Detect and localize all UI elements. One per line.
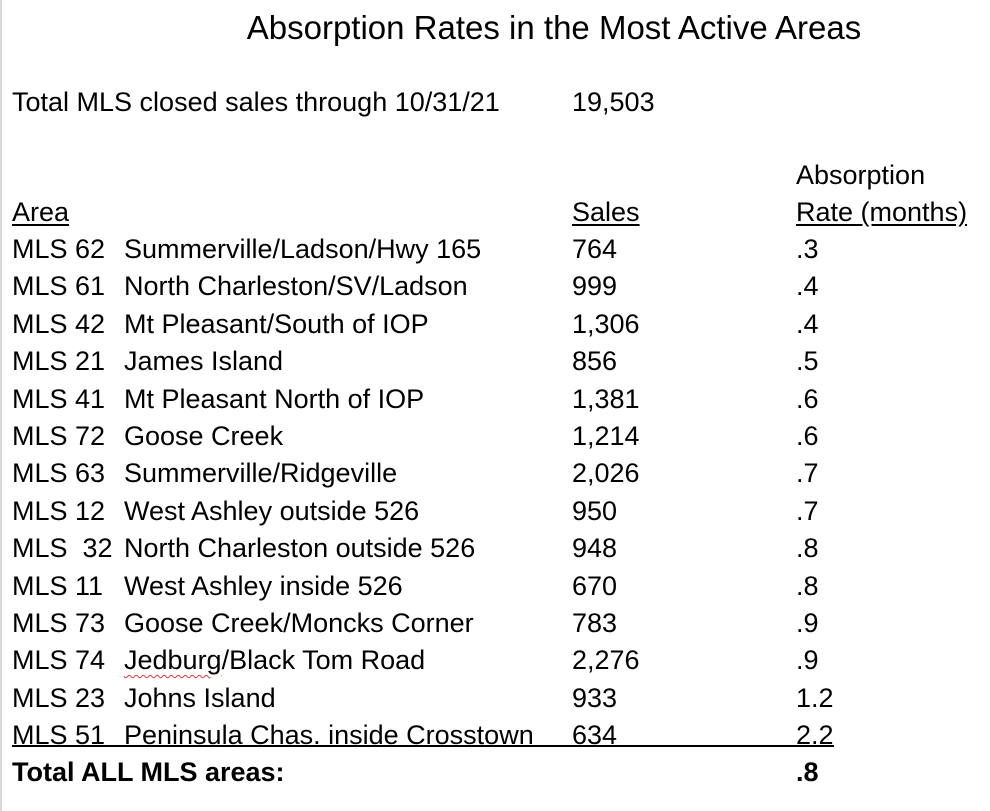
- row-code: MLS 23: [12, 683, 106, 713]
- row-code: MLS 42: [12, 309, 106, 339]
- row-absorption-rate: .6: [796, 384, 819, 414]
- page-title: Absorption Rates in the Most Active Area…: [246, 9, 862, 46]
- row-area-name: Summerville/Ladson/Hwy 165: [124, 234, 482, 264]
- row-code: MLS 61: [12, 271, 106, 301]
- row-area-name: Johns Island: [124, 683, 276, 713]
- total-sales-label: Total MLS closed sales through 10/31/21: [12, 87, 500, 117]
- row-absorption-rate: .9: [796, 608, 819, 638]
- row-sales: 2,276: [572, 645, 640, 675]
- row-sales: 948: [572, 533, 618, 563]
- row-code: MLS 74: [12, 645, 106, 675]
- row-absorption-rate: .4: [796, 271, 819, 301]
- row-absorption-rate: .7: [796, 458, 819, 488]
- footer-total-label: Total ALL MLS areas:: [12, 757, 285, 787]
- row-absorption-rate: .4: [796, 309, 819, 339]
- row-code: MLS 32: [12, 533, 113, 563]
- row-sales: 783: [572, 608, 618, 638]
- row-sales: 2,026: [572, 458, 640, 488]
- table-total-rule: [12, 745, 834, 747]
- row-code: MLS 11: [12, 571, 104, 601]
- row-area-name: James Island: [124, 346, 284, 376]
- row-code: MLS 63: [12, 458, 106, 488]
- page-left-border: [0, 0, 2, 811]
- row-absorption-rate: 1.2: [796, 683, 834, 713]
- row-area-name: Mt Pleasant North of IOP: [124, 384, 425, 414]
- row-sales: 1,381: [572, 384, 640, 414]
- row-code: MLS 21: [12, 346, 106, 376]
- row-area-name: Jedburg/Black Tom Road: [124, 645, 426, 675]
- row-code: MLS 41: [12, 384, 106, 414]
- row-absorption-rate: .3: [796, 234, 819, 264]
- row-sales: 950: [572, 496, 618, 526]
- row-area-name: West Ashley outside 526: [124, 496, 420, 526]
- spellcheck-flagged-word: Jedburg: [124, 645, 222, 675]
- header-sales: Sales: [572, 197, 640, 227]
- row-code: MLS 73: [12, 608, 106, 638]
- row-absorption-rate: .8: [796, 571, 819, 601]
- row-absorption-rate: .9: [796, 645, 819, 675]
- total-sales-value: 19,503: [572, 87, 655, 117]
- header-rate-months: Rate (months): [796, 197, 968, 227]
- row-area-name: West Ashley inside 526: [124, 571, 403, 601]
- row-sales: 670: [572, 571, 618, 601]
- row-code: MLS 72: [12, 421, 106, 451]
- row-area-name: Goose Creek/Moncks Corner: [124, 608, 474, 638]
- row-area-name: Summerville/Ridgeville: [124, 458, 398, 488]
- row-area-name: Goose Creek: [124, 421, 284, 451]
- row-sales: 1,214: [572, 421, 640, 451]
- footer-total-rate: .8: [796, 757, 819, 787]
- row-area-name: Mt Pleasant/South of IOP: [124, 309, 429, 339]
- row-code: MLS 12: [12, 496, 106, 526]
- row-code: MLS 62: [12, 234, 106, 264]
- row-area-name: North Charleston outside 526: [124, 533, 476, 563]
- row-sales: 1,306: [572, 309, 640, 339]
- row-sales: 933: [572, 683, 618, 713]
- header-area: Area: [12, 197, 70, 227]
- row-absorption-rate: .6: [796, 421, 819, 451]
- row-absorption-rate: .8: [796, 533, 819, 563]
- row-sales: 764: [572, 234, 618, 264]
- row-sales: 999: [572, 271, 618, 301]
- row-area-name: North Charleston/SV/Ladson: [124, 271, 468, 301]
- row-absorption-rate: .5: [796, 346, 819, 376]
- row-absorption-rate: .7: [796, 496, 819, 526]
- header-absorption: Absorption: [796, 160, 926, 190]
- row-sales: 856: [572, 346, 618, 376]
